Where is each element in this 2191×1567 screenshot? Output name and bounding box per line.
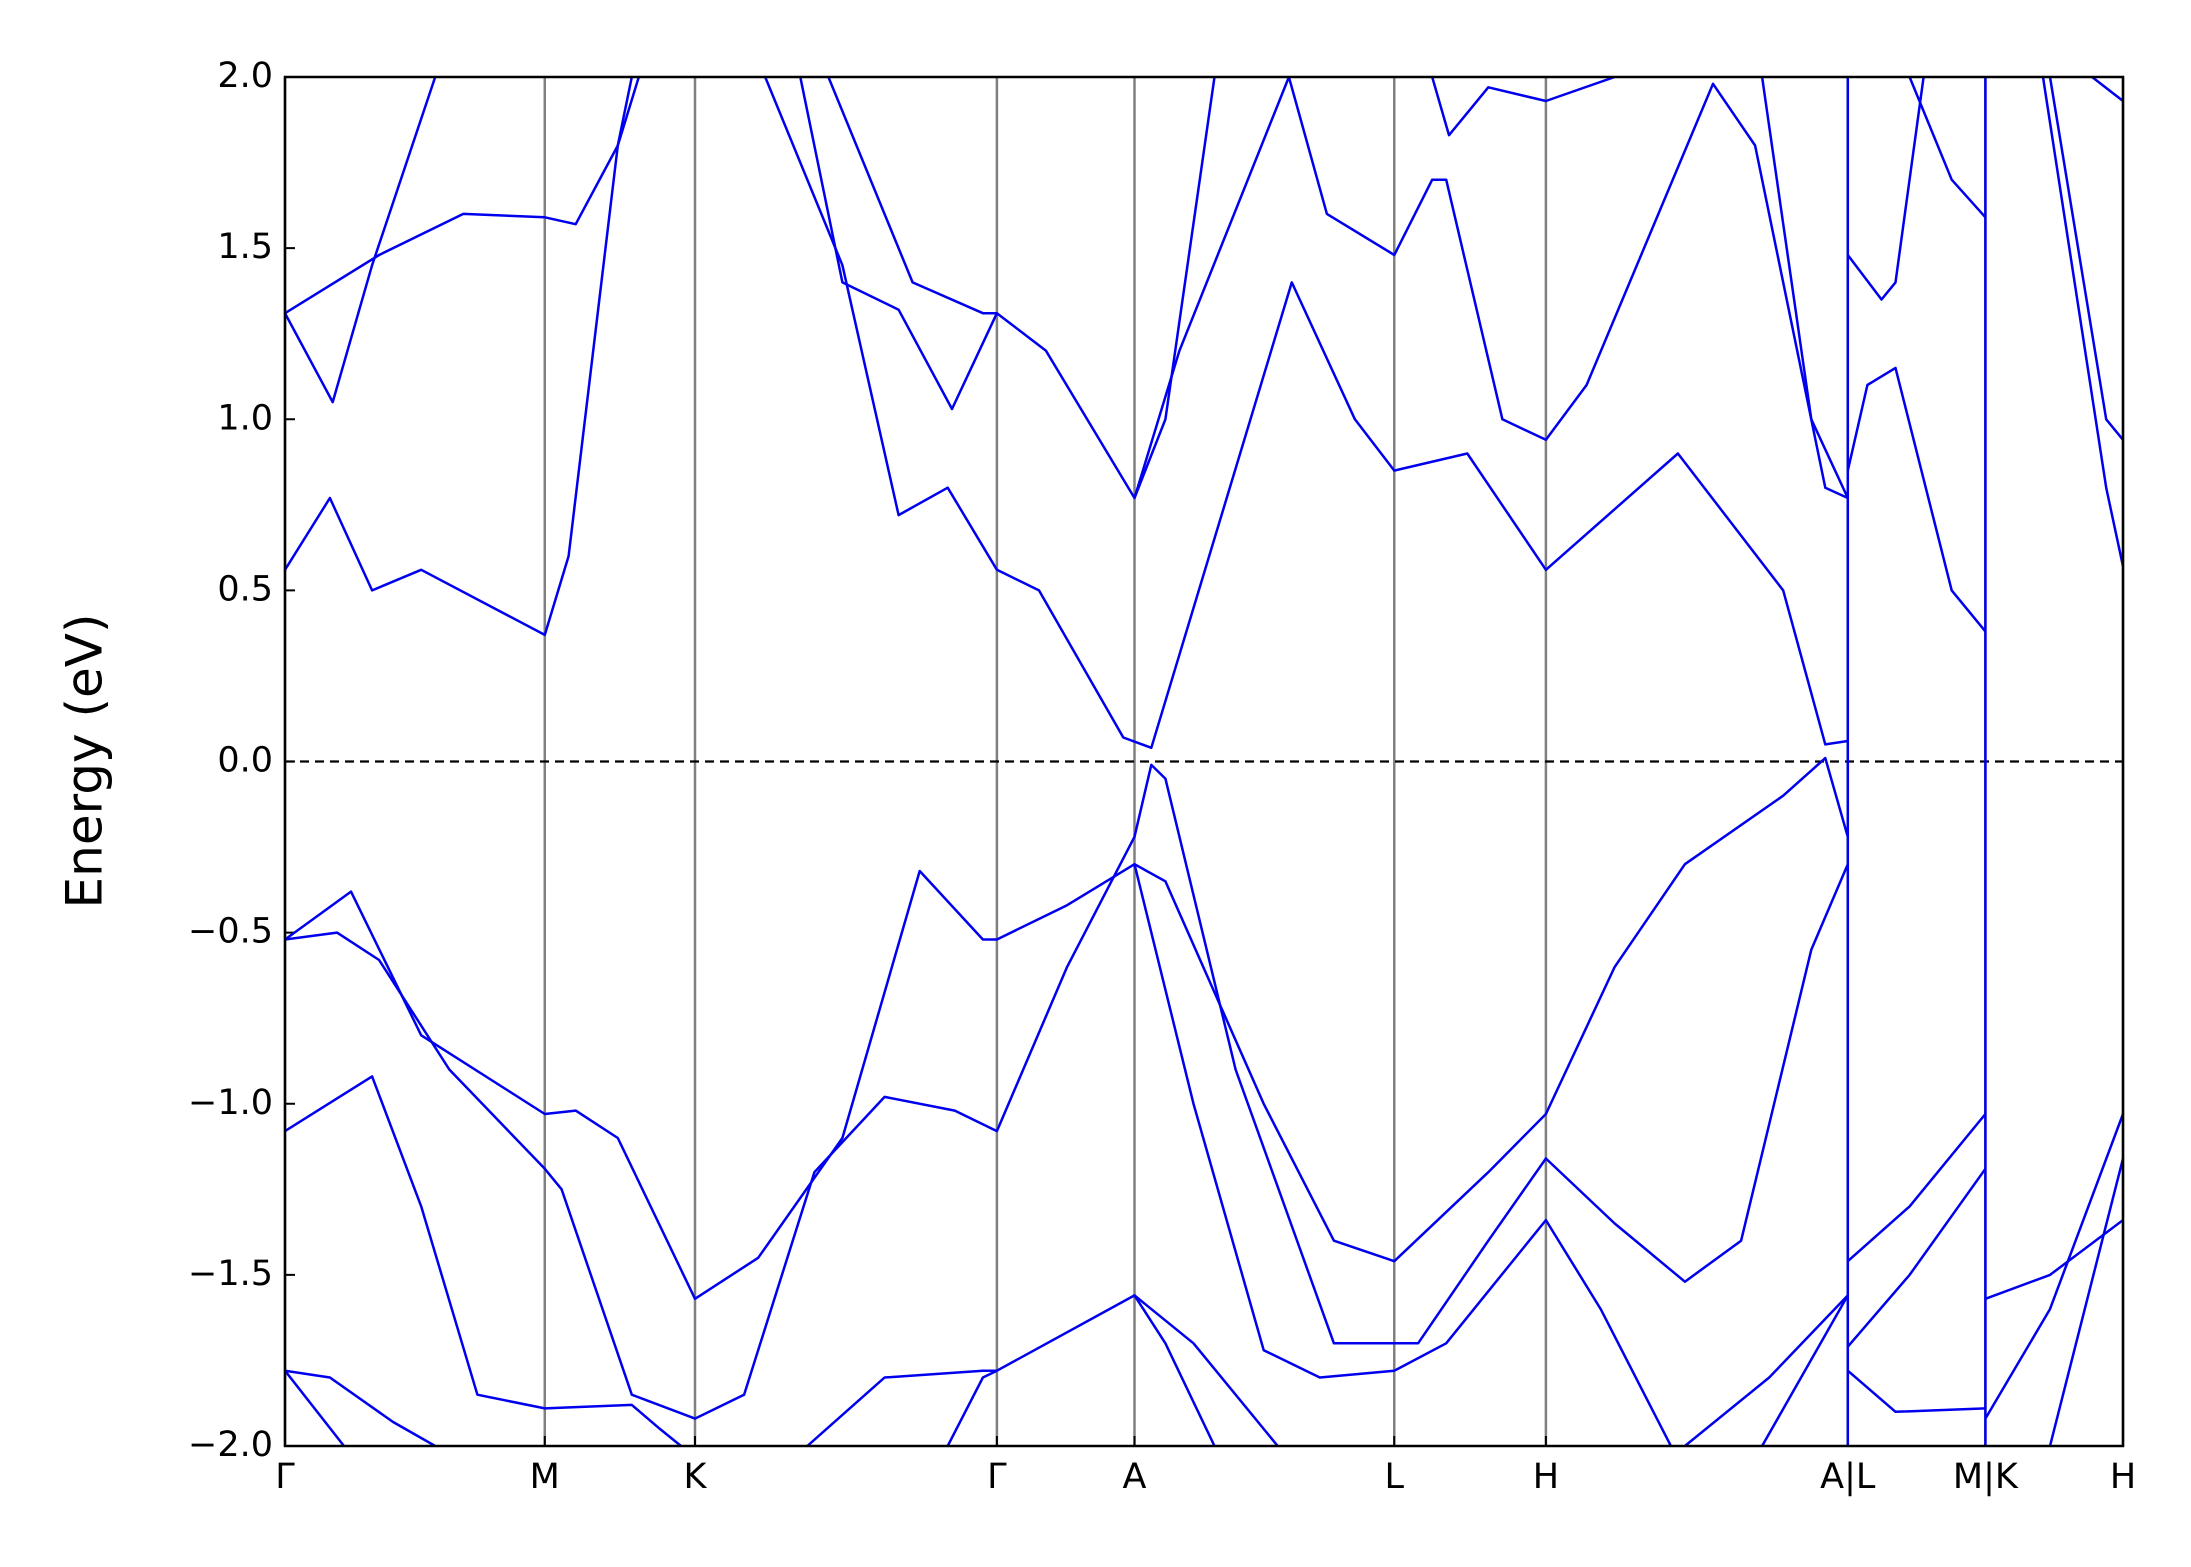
x-tick-label: K — [684, 1457, 708, 1497]
y-axis-label: Energy (eV) — [56, 614, 114, 909]
band-line — [1760, 77, 1849, 499]
band-line — [2091, 77, 2123, 102]
y-tick-label: −0.5 — [188, 912, 273, 952]
x-tick-label: A|L — [1820, 1457, 1876, 1497]
x-tick-label: Γ — [987, 1457, 1007, 1497]
band-line — [1846, 1168, 1987, 1348]
band-line — [1846, 1113, 1987, 1263]
x-tick-label: H — [1533, 1457, 1559, 1497]
band-line — [285, 77, 437, 404]
y-tick-label: −1.5 — [188, 1254, 273, 1294]
band-line — [799, 77, 1849, 500]
y-tick-label: −1.0 — [188, 1083, 273, 1123]
band-line — [1846, 1369, 1986, 1414]
bands — [285, 77, 2123, 1446]
band-line — [285, 77, 634, 315]
x-tick-label: A — [1123, 1457, 1147, 1497]
band-line — [806, 1294, 1279, 1446]
band-line — [1133, 1294, 1216, 1446]
y-tick-label: 0.5 — [217, 569, 273, 609]
band-line — [1133, 77, 1216, 499]
band-line — [285, 756, 1850, 1301]
band-line — [1846, 77, 1925, 301]
band-line — [764, 77, 1848, 750]
band-line — [1846, 366, 1987, 633]
band-line — [2048, 1158, 2123, 1446]
band-line — [285, 1369, 345, 1446]
band-line — [285, 763, 1849, 1420]
y-tick-label: 0.0 — [217, 741, 273, 781]
plot-frame — [283, 75, 2125, 1448]
y-tick-label: 2.0 — [217, 56, 273, 96]
band-line — [2048, 77, 2123, 441]
band-line — [1684, 1294, 1849, 1446]
band-line — [827, 77, 997, 315]
band-line — [285, 1369, 436, 1446]
band-line — [1908, 77, 1987, 219]
x-tick-label: L — [1385, 1457, 1405, 1497]
y-tick-label: 1.0 — [217, 398, 273, 438]
y-tick-label: −2.0 — [188, 1425, 273, 1465]
y-tick-label: 1.5 — [217, 227, 273, 267]
band-line — [2041, 77, 2123, 567]
band-line — [285, 1075, 682, 1446]
band-line — [1761, 1294, 1849, 1446]
band-line — [946, 1369, 998, 1446]
x-tick-label: H — [2110, 1457, 2136, 1497]
band-line — [1133, 863, 1673, 1446]
band-line — [1430, 77, 1616, 137]
band-line — [1984, 1113, 2123, 1420]
x-tick-label: Γ — [275, 1457, 295, 1497]
band-line — [1984, 1219, 2123, 1300]
x-tick-label: M — [530, 1457, 560, 1497]
x-tick-label: M|K — [1953, 1457, 2019, 1497]
band-line — [285, 77, 640, 637]
